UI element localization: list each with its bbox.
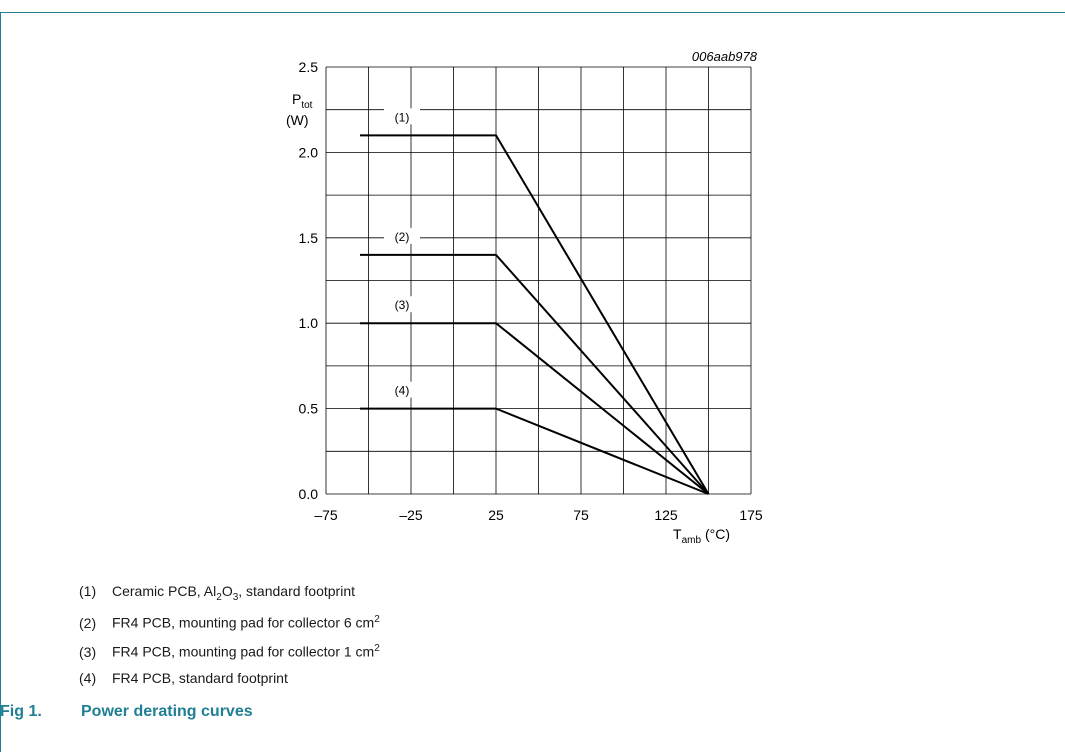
y-tick-label: 0.5: [299, 401, 319, 417]
legend-item-2: (2) FR4 PCB, mounting pad for collector 6…: [79, 614, 380, 631]
legend-number: (4): [79, 670, 97, 686]
series-label-bg: [384, 227, 420, 244]
legend-number: (1): [79, 583, 97, 599]
series-label-bg: [384, 296, 420, 313]
legend-item-3: (3) FR4 PCB, mounting pad for collector 1…: [79, 643, 380, 660]
x-tick-label: 175: [739, 507, 763, 523]
x-axis-label: Tamb (°C): [673, 526, 730, 546]
y-axis-label: Ptot: [292, 91, 313, 111]
series-line-1: [360, 134, 710, 495]
curve-legend: (1) Ceramic PCB, Al2O3, standard footprin…: [79, 582, 380, 698]
chart-ticks: –75 –25 25 75 125 175 0.0 0.5 1.0 1.5 2.0 2.5: [299, 59, 763, 523]
figure-caption: Fig 1. Power derating curves: [0, 703, 253, 721]
series-label-1: (1): [395, 110, 410, 124]
series-label-3: (3): [395, 298, 410, 312]
y-tick-label: 2.0: [299, 144, 319, 160]
series-line-2: [360, 253, 710, 495]
x-tick-label: –75: [314, 507, 338, 523]
series-label-bg: [384, 381, 420, 398]
legend-number: (2): [79, 614, 97, 631]
figure-title: Power derating curves: [81, 703, 253, 720]
series-line-4: [360, 407, 709, 495]
series-label-bg: [384, 108, 420, 125]
series-line-3: [360, 322, 710, 495]
y-tick-label: 1.0: [299, 315, 319, 331]
figure-number: Fig 1.: [0, 703, 42, 720]
figure-id-label: 006aab978: [692, 49, 758, 64]
legend-item-1: (1) Ceramic PCB, Al2O3, standard footprin…: [79, 583, 356, 603]
series-label-4: (4): [395, 384, 410, 398]
chart-grid: [325, 66, 752, 495]
legend-item-4: (4) FR4 PCB, standard footprint: [79, 670, 288, 686]
y-tick-label: 1.5: [299, 230, 319, 246]
chart-series: (1) (2) (3) (4): [360, 108, 710, 495]
power-derating-chart: –75 –25 25 75 125 175 0.0 0.5 1.0 1.5 2.0 2.5 (1) (2…: [286, 49, 763, 546]
x-tick-label: 125: [654, 507, 678, 523]
y-tick-label: 2.5: [299, 59, 319, 75]
y-tick-label: 0.0: [299, 486, 319, 502]
y-axis-unit: (W): [286, 112, 309, 128]
x-tick-label: 25: [488, 507, 504, 523]
figure-frame: [0, 12, 1065, 752]
x-tick-label: –25: [399, 507, 423, 523]
series-label-2: (2): [395, 230, 410, 244]
x-tick-label: 75: [573, 507, 589, 523]
legend-number: (3): [79, 643, 97, 660]
